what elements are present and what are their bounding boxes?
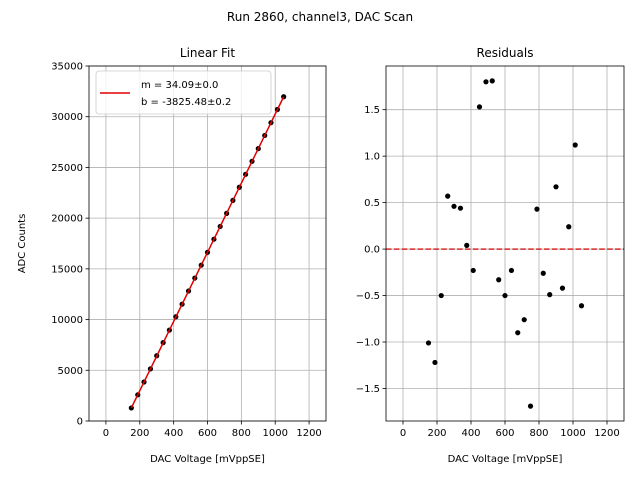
y-tick-label: 1.5 xyxy=(364,105,380,116)
y-tick-label: −0.5 xyxy=(356,291,380,302)
legend-intercept-entry: b = -3825.48±0.2 xyxy=(141,97,231,108)
residuals-xlabel: DAC Voltage [mVppSE] xyxy=(448,454,563,465)
linear-fit-marks xyxy=(128,94,287,411)
y-tick-label: 10000 xyxy=(51,315,83,326)
data-point xyxy=(515,330,521,336)
x-tick-label: 400 xyxy=(461,428,480,439)
x-tick-label: 1000 xyxy=(560,428,585,439)
legend-slope-entry: m = 34.09±0.0 xyxy=(141,80,218,91)
x-tick-label: 600 xyxy=(495,428,514,439)
data-point xyxy=(502,292,508,299)
data-point xyxy=(464,242,470,248)
data-point xyxy=(572,142,578,148)
data-point xyxy=(470,267,476,274)
data-point xyxy=(483,79,489,85)
data-point xyxy=(438,292,444,299)
data-point xyxy=(508,267,515,274)
data-point xyxy=(451,203,457,209)
linear-fit-axes-frame xyxy=(88,65,327,422)
data-point xyxy=(566,224,572,230)
y-tick-label: 20000 xyxy=(51,214,83,225)
x-tick-label: 800 xyxy=(529,428,548,439)
y-tick-label: 30000 xyxy=(51,112,83,123)
residuals-xticks: 0 200 400 600 800 1000 1200 xyxy=(400,421,620,439)
residuals-axes-frame xyxy=(385,65,625,422)
linear-fit-xlabel: DAC Voltage [mVppSE] xyxy=(150,454,265,465)
data-point xyxy=(534,206,540,212)
linear-fit-panel: Linear Fit DAC Voltage [mVppSE] ADC Coun… xyxy=(17,46,327,465)
data-point xyxy=(540,270,546,276)
y-tick-label: 5000 xyxy=(58,366,83,377)
y-tick-label: 1.0 xyxy=(364,152,380,163)
figure-suptitle: Run 2860, channel3, DAC Scan xyxy=(227,10,413,24)
y-tick-label: 0.0 xyxy=(364,245,380,256)
linear-fit-xticks: 0 200 400 600 800 1000 1200 xyxy=(103,421,322,439)
x-tick-label: 400 xyxy=(164,428,183,439)
data-point xyxy=(527,403,534,409)
linear-fit-yticks: 0 5000 10000 15000 20000 25000 30000 35000 xyxy=(51,62,89,428)
residuals-marks xyxy=(425,78,585,409)
x-tick-label: 1200 xyxy=(296,428,321,439)
data-point xyxy=(521,317,527,323)
y-tick-label: 15000 xyxy=(51,264,83,275)
linear-fit-title: Linear Fit xyxy=(180,46,235,60)
residuals-panel: Residuals DAC Voltage [mVppSE] 0 200 400 60… xyxy=(356,46,625,465)
data-point xyxy=(553,184,559,190)
legend-box xyxy=(95,70,272,115)
y-tick-label: −1.0 xyxy=(356,338,380,349)
residuals-title: Residuals xyxy=(477,46,534,60)
y-tick-label: 0 xyxy=(77,417,83,428)
y-tick-label: 0.5 xyxy=(364,198,380,209)
x-tick-label: 1200 xyxy=(594,428,619,439)
data-point xyxy=(476,104,483,110)
y-tick-label: 35000 xyxy=(51,62,83,73)
x-tick-label: 200 xyxy=(130,428,149,439)
x-tick-label: 800 xyxy=(232,428,251,439)
data-point xyxy=(457,205,464,211)
linear-fit-legend: m = 34.09±0.0 b = -3825.48±0.2 xyxy=(95,70,272,115)
y-tick-label: 25000 xyxy=(51,163,83,174)
data-point xyxy=(547,292,553,298)
fit-line xyxy=(130,96,285,409)
y-tick-label: −1.5 xyxy=(356,384,380,395)
x-tick-label: 0 xyxy=(103,428,109,439)
data-point xyxy=(128,405,134,411)
x-tick-label: 200 xyxy=(427,428,446,439)
x-tick-label: 600 xyxy=(198,428,217,439)
data-point xyxy=(489,78,495,84)
data-point xyxy=(425,340,432,346)
data-point xyxy=(445,193,451,199)
data-point xyxy=(496,277,502,283)
data-point xyxy=(559,285,566,291)
x-tick-label: 1000 xyxy=(262,428,287,439)
linear-fit-ylabel: ADC Counts xyxy=(17,214,28,274)
residuals-yticks: −1.5 −1.0 −0.5 0.0 0.5 1.0 1.5 xyxy=(356,105,386,395)
x-tick-label: 0 xyxy=(400,428,406,439)
data-point xyxy=(432,359,438,366)
data-point xyxy=(578,303,585,309)
